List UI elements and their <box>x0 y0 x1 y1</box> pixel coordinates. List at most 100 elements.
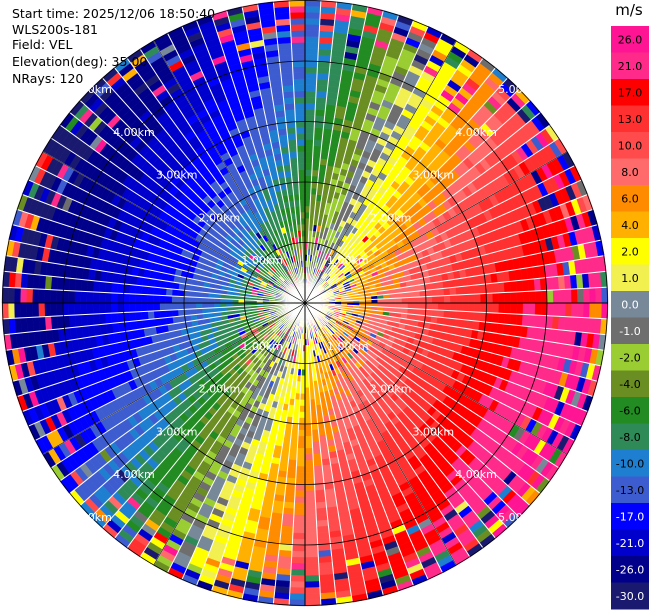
range-gate-cell <box>313 133 323 141</box>
range-gate-cell <box>304 139 314 146</box>
range-gate-cell <box>304 66 318 74</box>
range-gate-cell <box>315 501 327 510</box>
range-gate-cell <box>455 286 463 296</box>
range-gate-cell <box>50 302 58 317</box>
range-gate-cell <box>304 151 314 159</box>
range-gate-cell <box>503 281 512 293</box>
range-gate-cell <box>68 302 76 316</box>
range-gate-cell <box>282 507 295 516</box>
range-gate-cell <box>462 302 469 312</box>
range-gate-cell <box>141 285 149 296</box>
range-gate-cell <box>473 284 481 295</box>
range-gate-cell <box>284 489 296 497</box>
range-gate-cell <box>129 302 136 313</box>
range-gate-cell <box>304 447 314 455</box>
range-gate-cell <box>304 163 313 171</box>
range-gate-cell <box>80 279 89 292</box>
range-gate-cell <box>564 288 572 304</box>
ray-separator <box>304 164 576 304</box>
ray-separator <box>304 111 541 304</box>
range-gate-cell <box>304 11 321 19</box>
range-gate-cell <box>304 435 313 443</box>
range-gate-cell <box>290 429 299 437</box>
range-gate-cell <box>315 513 329 522</box>
range-gate-cell <box>159 287 167 296</box>
range-gate-cell <box>153 302 161 312</box>
ray-separator <box>304 6 369 304</box>
range-gate-cell <box>92 302 100 315</box>
range-gate-cell <box>419 302 427 310</box>
range-gate-cell <box>431 309 439 318</box>
range-gate-cell <box>311 435 320 443</box>
range-gate-cell <box>419 296 427 304</box>
range-gate-cell <box>480 293 488 304</box>
range-gate-cell <box>298 411 306 419</box>
range-gate-cell <box>315 90 328 99</box>
range-gate-cell <box>312 151 322 159</box>
range-gate-cell <box>497 281 505 294</box>
range-gate-cell <box>437 309 445 318</box>
range-gate-cell <box>171 288 179 297</box>
range-gate-cell <box>189 296 197 304</box>
range-gate-cell <box>431 288 439 297</box>
range-gate-cell <box>304 187 312 195</box>
range-gate-cell <box>492 292 500 304</box>
range-gate-cell <box>56 289 64 304</box>
range-gate-cell <box>289 587 306 595</box>
range-gate-cell <box>304 496 316 504</box>
range-gate-cell <box>86 291 94 304</box>
range-gate-cell <box>304 520 317 528</box>
range-gate-cell <box>503 313 512 325</box>
range-gate-cell <box>474 293 481 304</box>
range-gate-cell <box>304 556 319 564</box>
range-gate-cell <box>304 36 320 44</box>
range-gate-cell <box>304 157 313 165</box>
range-gate-cell <box>443 295 451 304</box>
range-gate-cell <box>290 435 299 443</box>
ray-separator <box>304 1 338 304</box>
range-gate-cell <box>110 292 118 304</box>
range-gate-cell <box>153 294 161 304</box>
range-gate-cell <box>50 289 58 304</box>
range-gate-cell <box>295 472 306 479</box>
range-gate-cell <box>32 288 39 304</box>
range-gate-cell <box>516 302 524 315</box>
range-gate-cell <box>304 508 317 516</box>
range-gate-cell <box>298 423 306 431</box>
range-gate-cell <box>318 42 333 51</box>
ray-separator <box>304 3 353 304</box>
ray-separator <box>304 25 429 304</box>
range-gate-cell <box>304 454 314 461</box>
range-gate-cell <box>304 78 317 86</box>
range-gate-cell <box>314 103 327 111</box>
range-gate-cell <box>183 296 191 304</box>
range-gate-cell <box>467 285 475 295</box>
range-gate-cell <box>315 507 328 516</box>
range-gate-cell <box>159 302 167 311</box>
range-gate-cell <box>311 429 320 437</box>
range-gate-cell <box>304 550 319 558</box>
range-gate-cell <box>304 48 319 56</box>
range-gate-cell <box>304 120 315 128</box>
range-gate-cell <box>317 543 332 552</box>
range-gate-cell <box>407 302 415 309</box>
range-gate-cell <box>177 302 185 310</box>
range-gate-cell <box>135 302 142 313</box>
ray-separator <box>304 57 484 304</box>
range-gate-cell <box>201 297 209 304</box>
range-gate-cell <box>153 310 161 320</box>
range-gate-cell <box>201 302 209 309</box>
range-gate-cell <box>74 278 83 292</box>
range-gate-cell <box>290 562 306 570</box>
range-gate-cell <box>295 478 306 486</box>
range-gate-cell <box>98 291 106 304</box>
range-gate-cell <box>189 302 197 310</box>
range-gate-cell <box>296 454 306 461</box>
range-gate-cell <box>281 519 294 528</box>
range-gate-cell <box>304 96 317 104</box>
range-gate-cell <box>311 423 319 431</box>
range-gate-cell <box>304 145 314 152</box>
range-gate-cell <box>104 292 112 304</box>
range-gate-cell <box>165 302 173 311</box>
range-gate-cell <box>44 289 52 304</box>
